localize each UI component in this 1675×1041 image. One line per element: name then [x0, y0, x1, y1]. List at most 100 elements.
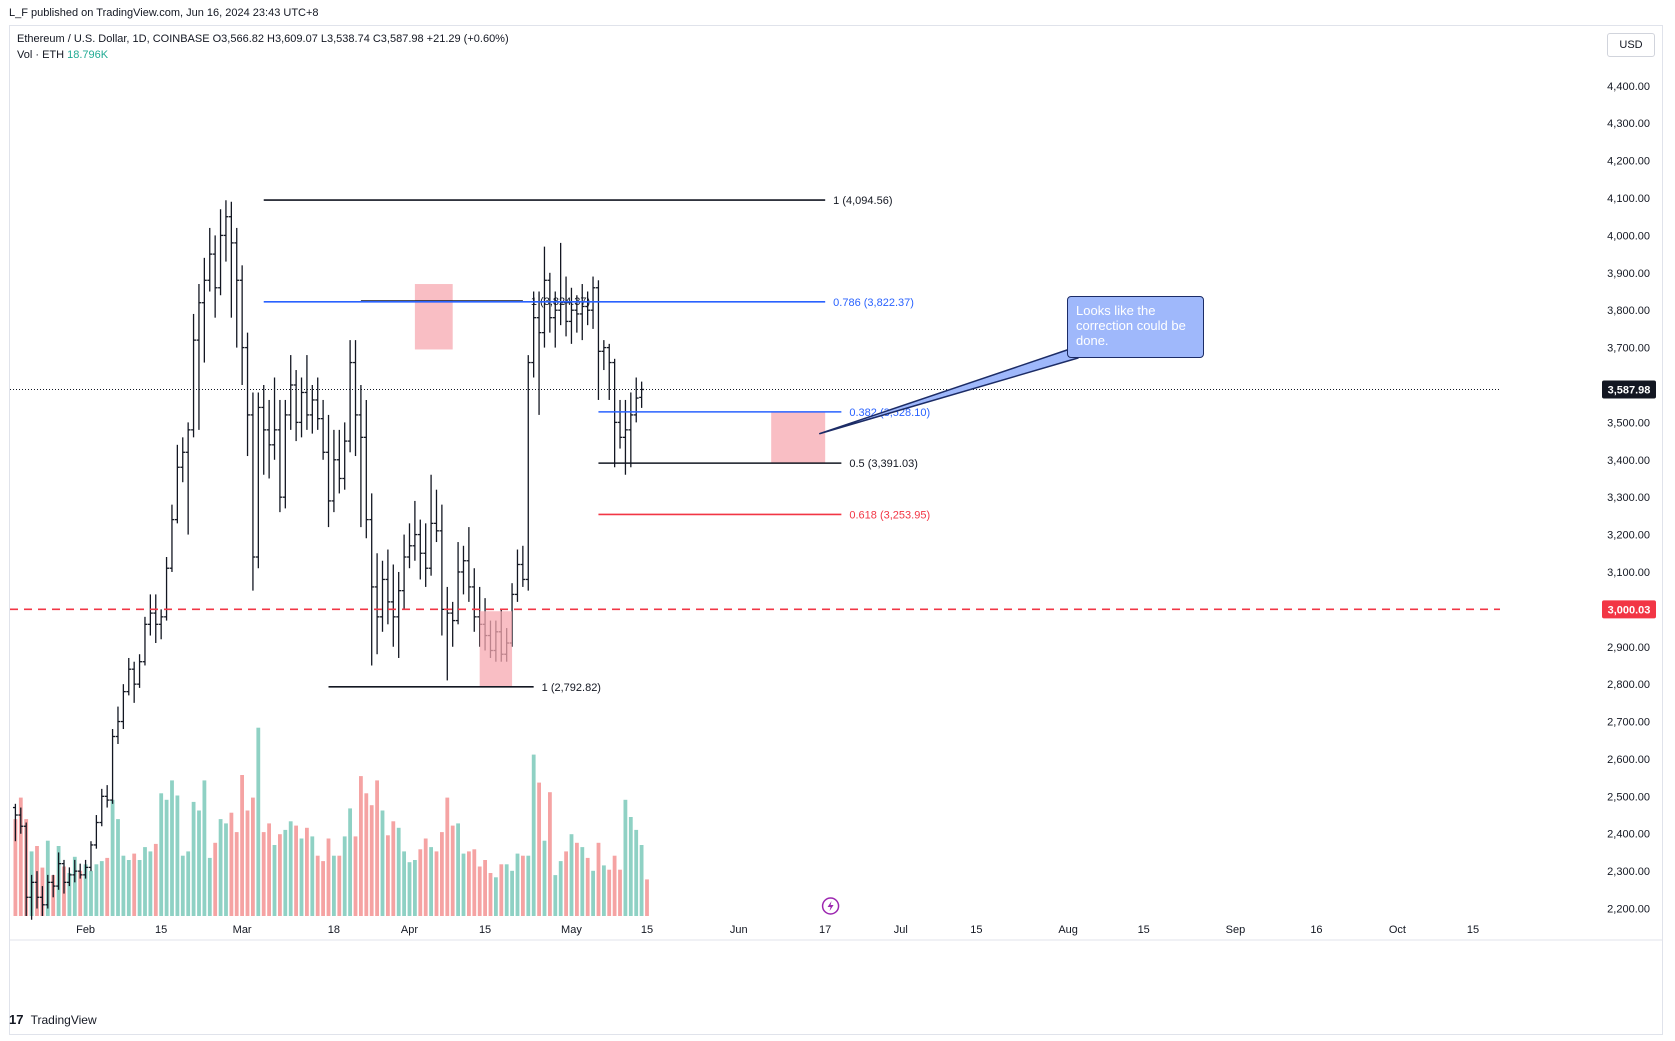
volume-legend[interactable]: Vol · ETH 18.796K [17, 49, 108, 61]
ohlc-bar [569, 287, 574, 344]
ohlc-bar [282, 399, 288, 509]
ohlc-bar [336, 429, 342, 494]
volume-bar [402, 851, 406, 916]
fibonacci-levels: 1 (4,094.56)1 (3,824.37) 0.786 (3,822.37)… [263, 195, 930, 694]
ohlc-bar [358, 384, 364, 528]
price-tick-label: 3,800.00 [1607, 305, 1650, 317]
volume-bar [283, 829, 288, 916]
ohlc-bar [266, 399, 272, 479]
time-tick-label: Jun [730, 924, 748, 936]
volume-bar [623, 799, 628, 916]
volume-bar [531, 754, 536, 916]
ohlc-bar [633, 377, 639, 423]
ohlc-bar [93, 815, 99, 849]
volume-bar [148, 851, 153, 916]
volume-bar [337, 855, 342, 916]
published-by-line: L_F published on TradingView.com, Jun 16… [9, 7, 319, 19]
time-tick-label: 15 [970, 924, 982, 936]
volume-bar [315, 855, 320, 916]
callout-note[interactable]: Looks like the correction could be done. [1067, 296, 1204, 358]
volume-bar [510, 870, 514, 916]
ohlc-bar [547, 272, 553, 333]
volume-bar [488, 873, 493, 916]
volume-bar [99, 861, 104, 916]
time-tick-label: 15 [1138, 924, 1150, 936]
volume-bar [89, 870, 93, 916]
ohlc-bar [88, 841, 94, 872]
symbol-legend[interactable]: Ethereum / U.S. Dollar, 1D, COINBASE O3,… [17, 33, 509, 45]
ohlc-bar [131, 661, 137, 703]
volume-bar [170, 780, 174, 916]
volume-bar [72, 856, 77, 916]
ohlc-bar [299, 377, 304, 438]
volume-bar [110, 799, 115, 916]
volume-bar [359, 776, 363, 916]
volume-bar [83, 864, 88, 916]
ohlc-bar [315, 377, 321, 430]
ohlc-bar [207, 227, 213, 292]
volume-bar [229, 812, 234, 916]
currency-button[interactable]: USD [1607, 33, 1655, 57]
ohlc-bar [126, 657, 132, 696]
volume-bar [94, 864, 99, 916]
callout-arrow [819, 349, 1079, 435]
ohlc-bar [272, 377, 277, 460]
ohlc-bar [255, 392, 261, 569]
time-tick-label: Feb [76, 924, 95, 936]
ohlc-bar [628, 392, 634, 468]
highlight-zone [414, 284, 453, 350]
ohlc-bar [293, 370, 299, 442]
volume-bar [596, 842, 601, 916]
volume-bar [461, 853, 466, 916]
lightning-icon-bolt [827, 901, 834, 911]
time-tick-label: 17 [819, 924, 831, 936]
time-tick-label: 15 [1467, 924, 1479, 936]
volume-bar [326, 838, 331, 916]
volume-bar [580, 847, 585, 916]
footer-brand-text: TradingView [30, 1013, 97, 1027]
volume-bar [159, 793, 164, 916]
price-tick-label: 4,200.00 [1607, 156, 1650, 168]
volume-bar [234, 832, 239, 916]
price-tick-label: 3,900.00 [1607, 268, 1650, 280]
ohlc-bar [261, 384, 267, 475]
volume-bar [299, 838, 304, 916]
ohlc-bar [407, 523, 412, 569]
ohlc-bar [347, 340, 353, 453]
ohlc-bar [466, 527, 472, 602]
time-tick-label: Mar [233, 924, 252, 936]
volume-bar [342, 836, 347, 916]
ohlc-bar [374, 553, 380, 655]
horizontal-levels [10, 388, 1500, 611]
ohlc-bar [201, 257, 207, 363]
volume-bar [369, 805, 374, 916]
time-tick-label: May [561, 924, 582, 936]
volume-bar [332, 855, 336, 916]
ohlc-bar [110, 729, 116, 804]
fib-level-label: 0.618 (3,253.95) [849, 509, 930, 521]
price-tick-label: 3,100.00 [1607, 567, 1650, 579]
ohlc-bar [606, 343, 612, 400]
volume-bar [612, 855, 617, 916]
ohlc-bar [428, 474, 434, 576]
ohlc-bar [153, 594, 159, 644]
volume-bar [591, 870, 595, 916]
volume-bar [180, 855, 185, 916]
price-tick-label: 2,300.00 [1607, 866, 1650, 878]
volume-bar [348, 808, 352, 916]
volume-bar [78, 870, 83, 916]
volume-bar [526, 855, 531, 916]
volume-bar [628, 817, 633, 916]
volume-bar [380, 810, 385, 916]
ohlc-bar [45, 874, 51, 909]
callout-pointer [819, 349, 1079, 435]
volume-bar [305, 827, 309, 916]
volume-bar [445, 797, 450, 916]
ohlc-bar [83, 859, 89, 879]
footer-brand[interactable]: 17 TradingView [9, 1012, 97, 1027]
volume-bar [245, 810, 250, 916]
volume-series [13, 727, 649, 916]
volume-bar [143, 847, 147, 916]
volume-bar [224, 823, 228, 916]
